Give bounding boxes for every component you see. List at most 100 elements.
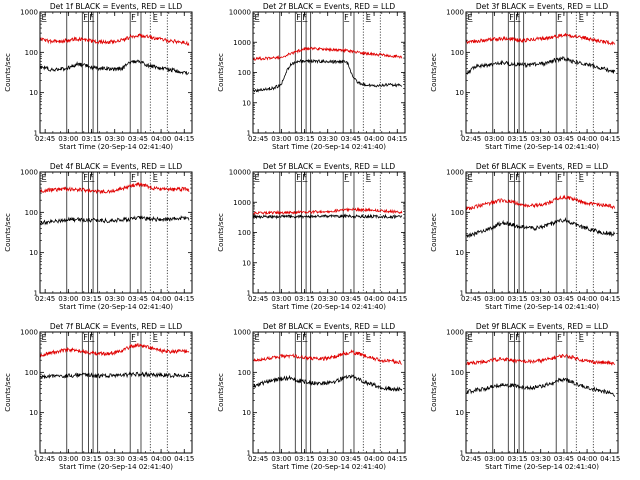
x-tick-label: 03:45 <box>128 295 148 303</box>
x-tick-label: 03:00 <box>58 455 78 463</box>
events-series-line <box>40 371 190 379</box>
y-axis-label: Counts/sec <box>430 213 438 252</box>
x-axis-label: Start Time (20-Sep-14 02:41:40) <box>59 303 173 311</box>
x-tick-label: 03:45 <box>341 295 361 303</box>
chart-panel: Det 6f BLACK = Events, RED = LLD 1 10 100 10… <box>430 162 620 311</box>
lld-series-line <box>253 46 403 61</box>
x-axis-label: Start Time (20-Sep-14 02:41:40) <box>485 463 599 471</box>
y-tick-label: 100 <box>25 49 38 57</box>
y-tick-label: 1 <box>460 130 464 138</box>
x-axis-label: Start Time (20-Sep-14 02:41:40) <box>59 143 173 151</box>
y-tick-label: 100 <box>451 369 464 377</box>
x-tick-label: 04:15 <box>174 455 194 463</box>
x-tick-label: 03:30 <box>105 295 125 303</box>
y-tick-label: 1000 <box>20 169 38 177</box>
flag-label: E <box>255 13 260 22</box>
x-tick-label: 04:15 <box>600 295 620 303</box>
plot-frame <box>465 331 619 454</box>
flag-label: E <box>366 333 371 342</box>
x-axis-label: Start Time (20-Sep-14 02:41:40) <box>272 303 386 311</box>
events-series-line <box>466 217 616 239</box>
y-tick-label: 1 <box>34 450 38 458</box>
x-tick-label: 03:00 <box>484 455 504 463</box>
flag-label: F <box>509 13 514 22</box>
flag-label: F <box>557 173 562 182</box>
flag-label: F <box>131 13 136 22</box>
x-axis-label: Start Time (20-Sep-14 02:41:40) <box>59 463 173 471</box>
y-axis-label: Counts/sec <box>430 53 438 92</box>
y-tick-label: 100 <box>451 49 464 57</box>
chart-title: Det 1f BLACK = Events, RED = LLD <box>50 2 183 11</box>
y-axis-label: Counts/sec <box>217 53 225 92</box>
flag-label: E <box>579 333 584 342</box>
x-tick-label: 02:45 <box>35 135 55 143</box>
y-tick-label: 1 <box>247 450 251 458</box>
y-tick-label: 10 <box>242 99 251 107</box>
chart-panel: Det 4f BLACK = Events, RED = LLD 1 10 100 10… <box>4 162 194 311</box>
x-tick-label: 04:15 <box>387 455 407 463</box>
x-tick-label: 03:15 <box>507 455 527 463</box>
x-tick-label: 03:30 <box>105 135 125 143</box>
x-axis-label: Start Time (20-Sep-14 02:41:40) <box>272 143 386 151</box>
chart-title: Det 9f BLACK = Events, RED = LLD <box>476 322 609 331</box>
x-tick-label: 02:45 <box>461 455 481 463</box>
lld-series-line <box>253 207 403 216</box>
x-tick-label: 04:00 <box>151 455 171 463</box>
y-tick-label: 1000 <box>446 329 464 337</box>
flag-label: E <box>468 13 473 22</box>
flag-label: F <box>296 13 301 22</box>
y-tick-label: 10 <box>455 249 464 257</box>
y-tick-label: 100 <box>451 209 464 217</box>
x-tick-label: 03:45 <box>554 295 574 303</box>
plot-frame <box>252 11 406 134</box>
x-tick-label: 03:30 <box>531 295 551 303</box>
y-tick-label: 1000 <box>446 9 464 17</box>
x-tick-label: 03:15 <box>294 295 314 303</box>
x-tick-label: 03:45 <box>341 135 361 143</box>
x-tick-label: 03:15 <box>294 455 314 463</box>
y-tick-label: 10 <box>29 249 38 257</box>
x-tick-label: 04:00 <box>577 455 597 463</box>
y-tick-label: 10 <box>242 409 251 417</box>
x-tick-label: 03:30 <box>531 135 551 143</box>
plot-frame <box>252 171 406 294</box>
flag-label: E <box>468 173 473 182</box>
x-axis-label: Start Time (20-Sep-14 02:41:40) <box>485 303 599 311</box>
y-tick-label: 1000 <box>20 9 38 17</box>
x-tick-label: 04:00 <box>364 135 384 143</box>
y-tick-label: 1000 <box>446 169 464 177</box>
y-tick-label: 1 <box>247 290 251 298</box>
x-tick-label: 03:30 <box>318 455 338 463</box>
events-series-line <box>253 374 403 392</box>
plot-frame <box>465 171 619 294</box>
plot-frame <box>39 171 193 294</box>
plot-frame <box>39 331 193 454</box>
x-tick-label: 03:30 <box>105 455 125 463</box>
x-tick-label: 03:15 <box>507 295 527 303</box>
flag-label: E <box>153 173 158 182</box>
lld-series-line <box>466 353 616 366</box>
y-tick-label: 1000 <box>233 329 251 337</box>
x-tick-label: 03:00 <box>58 295 78 303</box>
flag-label: F <box>344 333 349 342</box>
chart-panel: Det 2f BLACK = Events, RED = LLD 1 10 100 10… <box>217 2 407 151</box>
flag-label: E <box>255 173 260 182</box>
y-tick-label: 1000 <box>20 329 38 337</box>
flag-label: F <box>89 13 94 22</box>
y-axis-label: Counts/sec <box>4 53 12 92</box>
y-axis-label: Counts/sec <box>217 373 225 412</box>
y-tick-label: 1 <box>34 290 38 298</box>
flag-label: E <box>153 333 158 342</box>
x-tick-label: 04:00 <box>151 295 171 303</box>
x-tick-label: 03:30 <box>318 135 338 143</box>
x-tick-label: 03:45 <box>128 455 148 463</box>
x-tick-label: 04:00 <box>577 295 597 303</box>
lld-series-line <box>40 33 190 46</box>
x-axis-label: Start Time (20-Sep-14 02:41:40) <box>272 463 386 471</box>
x-axis-label: Start Time (20-Sep-14 02:41:40) <box>485 143 599 151</box>
chart-title: Det 2f BLACK = Events, RED = LLD <box>263 2 396 11</box>
flag-label: F <box>296 333 301 342</box>
x-tick-label: 03:00 <box>271 135 291 143</box>
events-series-line <box>253 213 403 220</box>
plot-frame <box>465 11 619 134</box>
